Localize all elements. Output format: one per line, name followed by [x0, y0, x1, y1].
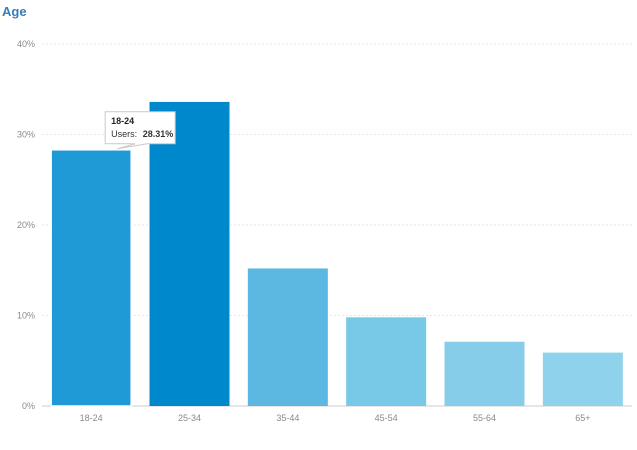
bars-layer: [50, 101, 623, 407]
bar-tooltip: 18-24 Users: 28.31%: [104, 111, 176, 150]
y-tick-label: 10%: [17, 311, 35, 321]
x-tick-label: 35-44: [276, 413, 299, 423]
x-tick-label: 65+: [575, 413, 590, 423]
x-tick-label: 45-54: [375, 413, 398, 423]
bar-55-64[interactable]: [444, 341, 525, 406]
y-tick-label: 30%: [17, 130, 35, 140]
x-axis-labels: 18-24 25-34 35-44 45-54 55-64 65+: [80, 413, 591, 423]
tooltip-box: [104, 111, 176, 150]
tooltip-value: 28.31%: [143, 129, 174, 139]
tooltip-value-line: Users: 28.31%: [111, 129, 173, 139]
bar-45-54[interactable]: [346, 317, 427, 406]
tooltip-category: 18-24: [111, 116, 134, 126]
x-tick-label: 25-34: [178, 413, 201, 423]
y-tick-label: 40%: [17, 39, 35, 49]
chart-title: Age: [2, 4, 27, 19]
tooltip-series-label: Users:: [111, 129, 137, 139]
bar-35-44[interactable]: [247, 268, 328, 406]
y-tick-label: 20%: [17, 220, 35, 230]
bar-25-34[interactable]: [149, 101, 230, 407]
bar-65+[interactable]: [542, 352, 623, 406]
y-tick-label: 0%: [22, 401, 35, 411]
x-tick-label: 18-24: [80, 413, 103, 423]
x-tick-label: 55-64: [473, 413, 496, 423]
grid-layer: 0% 10% 20% 30% 40%: [17, 39, 632, 411]
bar-18-24[interactable]: [50, 149, 132, 407]
